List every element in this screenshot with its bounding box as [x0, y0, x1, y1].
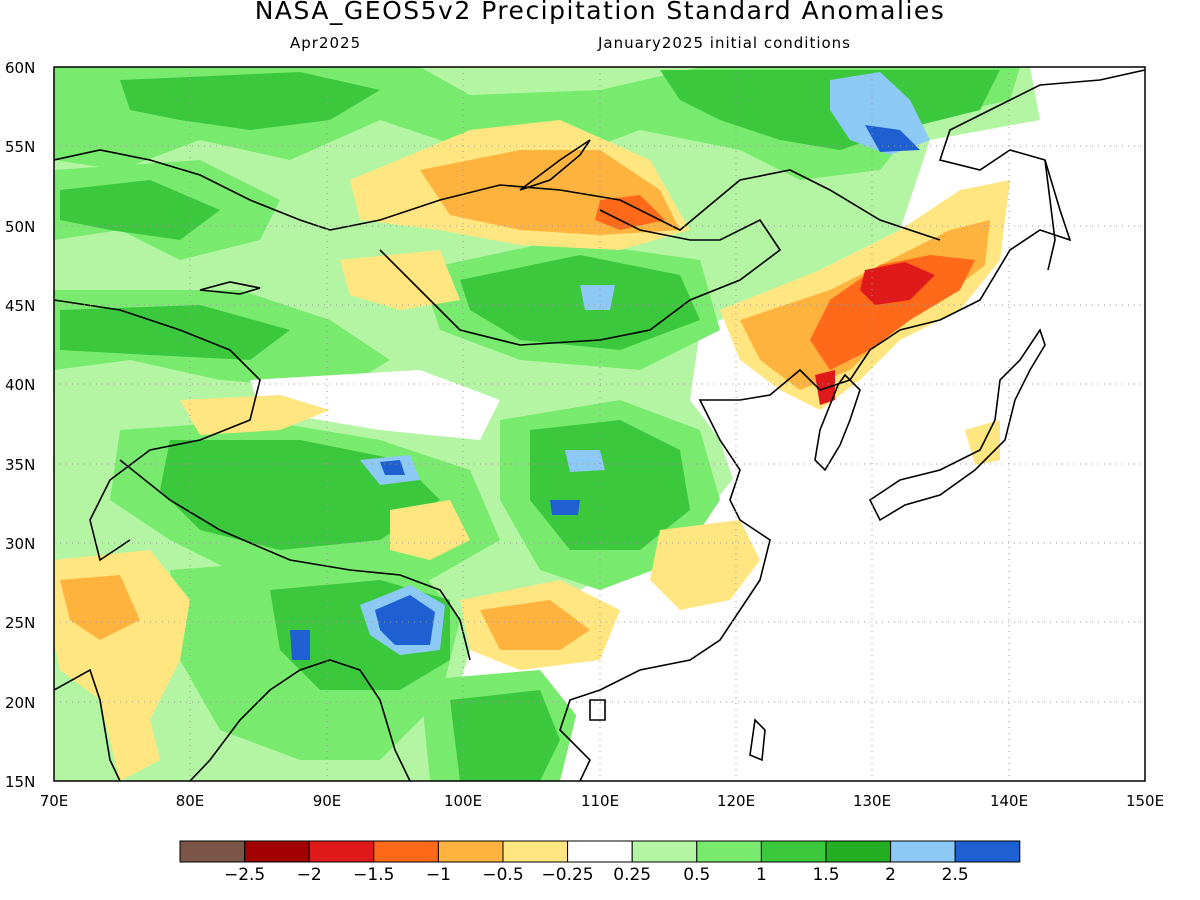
lat-tick-label: 40N: [5, 376, 35, 394]
map-frame: [53, 66, 1146, 782]
coastline-eurasia-east: [559, 69, 1145, 781]
colorbar-swatch: [631, 840, 698, 863]
lon-tick-label: 110E: [581, 792, 619, 810]
lon-tick-label: 140E: [990, 792, 1028, 810]
lat-axis: 60N 55N 50N 45N 40N 35N 30N 25N 20N 15N: [5, 59, 35, 791]
colorbar-swatch: [890, 840, 956, 863]
anomaly-region-neutral-china: [560, 340, 1145, 781]
coastline-india-bay: [54, 659, 411, 781]
anomaly-region-dry-south-core: [480, 600, 590, 650]
border-central-asia: [54, 299, 261, 562]
lat-tick-label: 35N: [5, 456, 35, 474]
lat-tick-label: 50N: [5, 218, 35, 236]
anomaly-region-dry-northeast-red: [860, 262, 935, 305]
colorbar-swatch: [760, 840, 827, 863]
anomaly-region-wet-bengal-peak: [290, 630, 310, 660]
anomaly-region-dry-baikal-peak: [595, 195, 665, 230]
border-kazakh: [54, 149, 331, 231]
lon-tick-label: 80E: [176, 792, 205, 810]
anomaly-region-wet-mongolia: [580, 285, 615, 310]
anomaly-region-wet-china: [565, 450, 605, 472]
coastline-sakhalin: [1044, 159, 1056, 271]
lat-tick-label: 45N: [5, 297, 35, 315]
coastlines: [54, 69, 1145, 781]
lat-tick-label: 15N: [5, 773, 35, 791]
lat-tick-label: 30N: [5, 535, 35, 553]
lon-tick-label: 90E: [313, 792, 342, 810]
colorbar-swatch: [179, 840, 246, 863]
coastline-korea: [814, 373, 861, 472]
lat-tick-label: 20N: [5, 694, 35, 712]
map-title: NASA_GEOS5v2 Precipitation Standard Anom…: [254, 0, 946, 25]
anomaly-region-green-mongolia-core: [460, 255, 700, 350]
lon-tick-label: 120E: [717, 792, 755, 810]
colorbar-swatch: [373, 840, 439, 863]
colorbar-label: 2: [885, 865, 896, 885]
coastline-japan: [868, 328, 1046, 522]
anomaly-region-dry-kazakh: [340, 250, 460, 310]
initial-conditions-label: January2025 initial conditions: [598, 34, 851, 52]
colorbar-label: 0.25: [613, 865, 651, 885]
anomaly-region-neutral-central: [250, 370, 500, 440]
lat-tick-label: 25N: [5, 614, 35, 632]
colorbar-swatch: [308, 840, 375, 863]
colorbar-swatch: [244, 840, 310, 863]
colorbar-swatch: [696, 840, 762, 863]
border-china-mongolia: [379, 209, 782, 346]
border-russia-mongolia: [329, 169, 941, 241]
anomaly-region-dry-northeast-orange: [810, 255, 975, 370]
anomaly-region-wet-siberia-peak: [865, 125, 920, 152]
anomaly-field: [54, 67, 1145, 781]
anomaly-region-wet-tibet-peak: [380, 460, 405, 475]
lat-tick-label: 55N: [5, 138, 35, 156]
colorbar-label: 1: [756, 865, 767, 885]
anomaly-region-dry-india-core: [60, 575, 140, 640]
lon-tick-label: 150E: [1126, 792, 1164, 810]
colorbar-swatch: [825, 840, 892, 863]
lon-tick-label: 70E: [40, 792, 69, 810]
colorbar: −2.5 −2 −1.5 −1 −0.5 −0.25 0.25 0.5 1 1.5 2 2.5: [179, 840, 1021, 885]
lon-tick-label: 100E: [444, 792, 482, 810]
forecast-month: Apr2025: [290, 34, 362, 52]
colorbar-label: −2.5: [224, 865, 265, 885]
coastline-hainan: [589, 699, 606, 721]
lat-tick-label: 60N: [5, 59, 35, 77]
colorbar-swatch: [954, 840, 1021, 863]
anomaly-region-wet-china-peak: [550, 500, 580, 515]
anomaly-region-dry-westasia: [180, 395, 330, 435]
coastline-taiwan: [749, 718, 766, 762]
colorbar-label: 1.5: [812, 865, 839, 885]
anomaly-region-green-siberia-west: [120, 72, 380, 130]
anomaly-region-green-kazakh-core: [60, 180, 220, 240]
colorbar-label: 0.5: [683, 865, 710, 885]
lon-axis: 70E 80E 90E 100E 110E 120E 130E 140E 150…: [40, 792, 1164, 810]
graticule: [54, 67, 1145, 781]
colorbar-label: −1: [426, 865, 451, 885]
lon-tick-label: 130E: [853, 792, 891, 810]
colorbar-swatch: [437, 840, 504, 863]
anomaly-region-wet-siberia: [830, 72, 930, 155]
lake-baikal: [519, 139, 591, 191]
anomaly-region-green-westasia-core: [60, 305, 290, 360]
colorbar-label: −1.5: [353, 865, 394, 885]
anomaly-region-green-indochina-core: [450, 690, 560, 781]
colorbar-label: 2.5: [942, 865, 969, 885]
anomaly-region-wet-myanmar-peak: [375, 595, 435, 645]
colorbar-label: −0.5: [482, 865, 523, 885]
colorbar-swatch: [567, 840, 633, 863]
anomaly-region-dry-sichuan: [390, 500, 470, 560]
lake-balkhash: [199, 281, 261, 295]
colorbar-label: −0.25: [542, 865, 594, 885]
border-himalaya: [119, 459, 471, 661]
colorbar-swatch: [502, 840, 569, 863]
colorbar-label: −2: [297, 865, 322, 885]
